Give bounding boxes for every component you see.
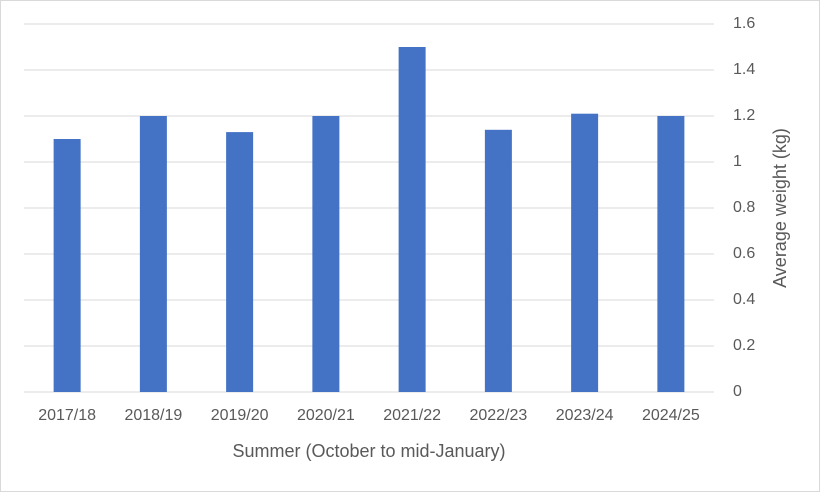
bar bbox=[139, 116, 167, 392]
y-axis-label: Average weight (kg) bbox=[770, 128, 790, 288]
y-tick-label: 0.2 bbox=[733, 337, 755, 354]
bar bbox=[398, 47, 426, 392]
y-tick-label: 1.6 bbox=[733, 15, 755, 32]
x-tick-label: 2021/22 bbox=[383, 407, 441, 424]
x-tick-label: 2020/21 bbox=[297, 407, 355, 424]
x-tick-label: 2024/25 bbox=[642, 407, 700, 424]
x-tick-label: 2023/24 bbox=[556, 407, 614, 424]
bar bbox=[53, 139, 81, 392]
bar bbox=[657, 116, 685, 392]
x-tick-label: 2017/18 bbox=[38, 407, 96, 424]
y-tick-label: 1.4 bbox=[733, 61, 755, 78]
y-tick-label: 1 bbox=[733, 153, 742, 170]
bar bbox=[571, 113, 599, 392]
bar bbox=[484, 129, 512, 393]
y-tick-label: 0.8 bbox=[733, 199, 755, 216]
x-tick-label: 2018/19 bbox=[124, 407, 182, 424]
bar bbox=[226, 132, 254, 392]
y-tick-label: 0.6 bbox=[733, 245, 755, 262]
x-tick-label: 2022/23 bbox=[469, 407, 527, 424]
x-tick-label: 2019/20 bbox=[211, 407, 269, 424]
y-tick-label: 1.2 bbox=[733, 107, 755, 124]
y-tick-label: 0 bbox=[733, 383, 742, 400]
x-axis-label: Summer (October to mid-January) bbox=[232, 441, 505, 461]
y-tick-label: 0.4 bbox=[733, 291, 755, 308]
bar bbox=[312, 116, 340, 392]
